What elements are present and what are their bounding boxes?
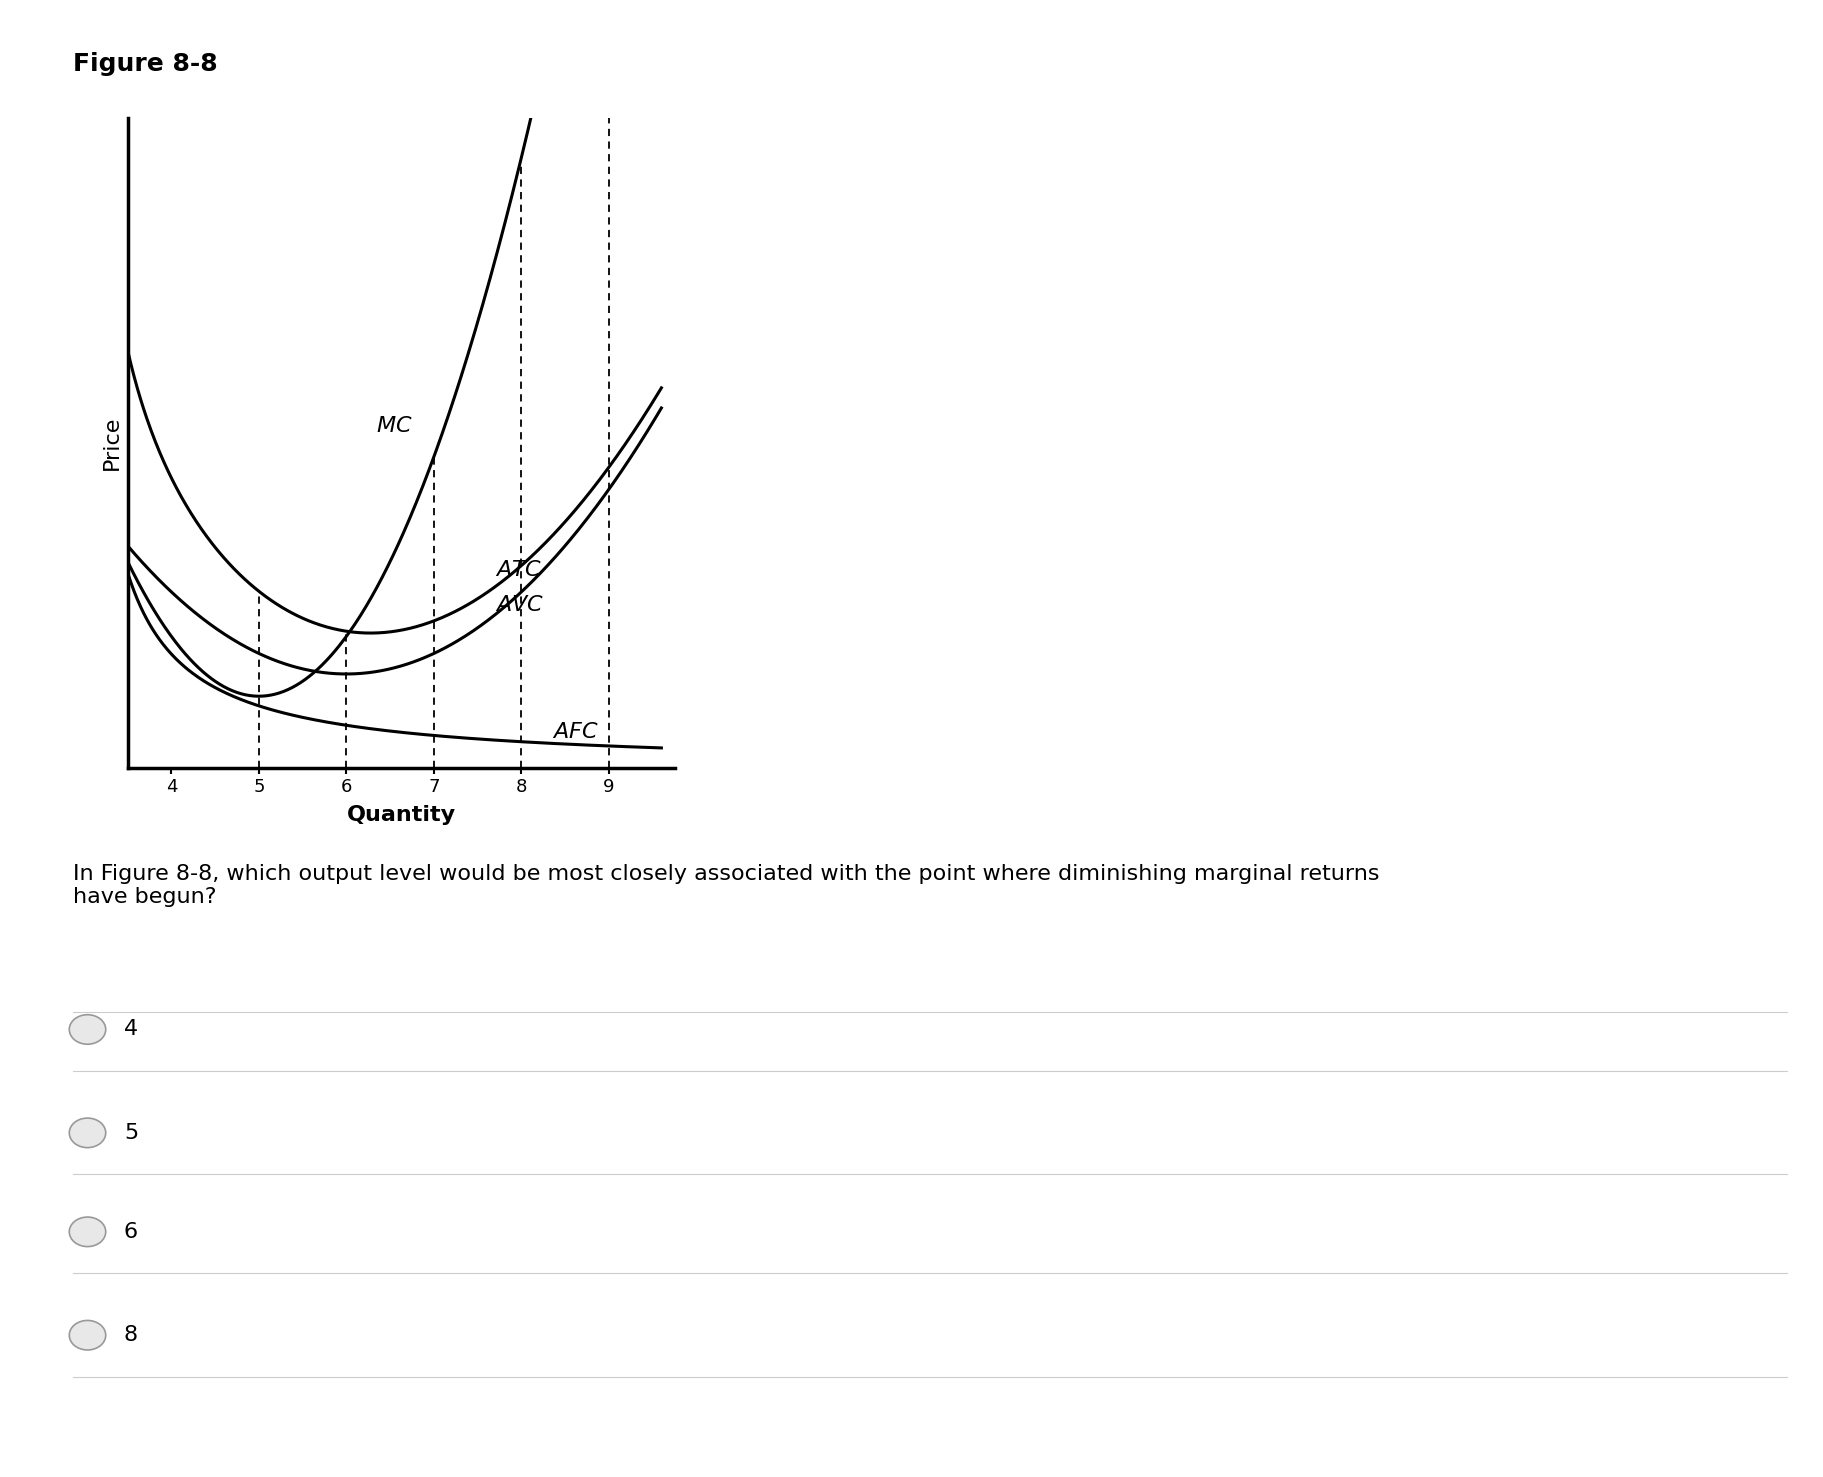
Text: In Figure 8-8, which output level would be most closely associated with the poin: In Figure 8-8, which output level would … [73,864,1380,907]
X-axis label: Quantity: Quantity [346,805,456,824]
Text: Figure 8-8: Figure 8-8 [73,52,217,75]
Text: 8: 8 [124,1325,139,1346]
Text: $AVC$: $AVC$ [496,595,545,616]
Text: 6: 6 [124,1221,139,1242]
Text: $MC$: $MC$ [376,415,412,436]
Y-axis label: Price: Price [102,417,122,470]
Text: 4: 4 [124,1019,139,1040]
Text: $ATC$: $ATC$ [496,560,543,579]
Text: $AFC$: $AFC$ [552,722,598,741]
Text: 5: 5 [124,1123,139,1143]
